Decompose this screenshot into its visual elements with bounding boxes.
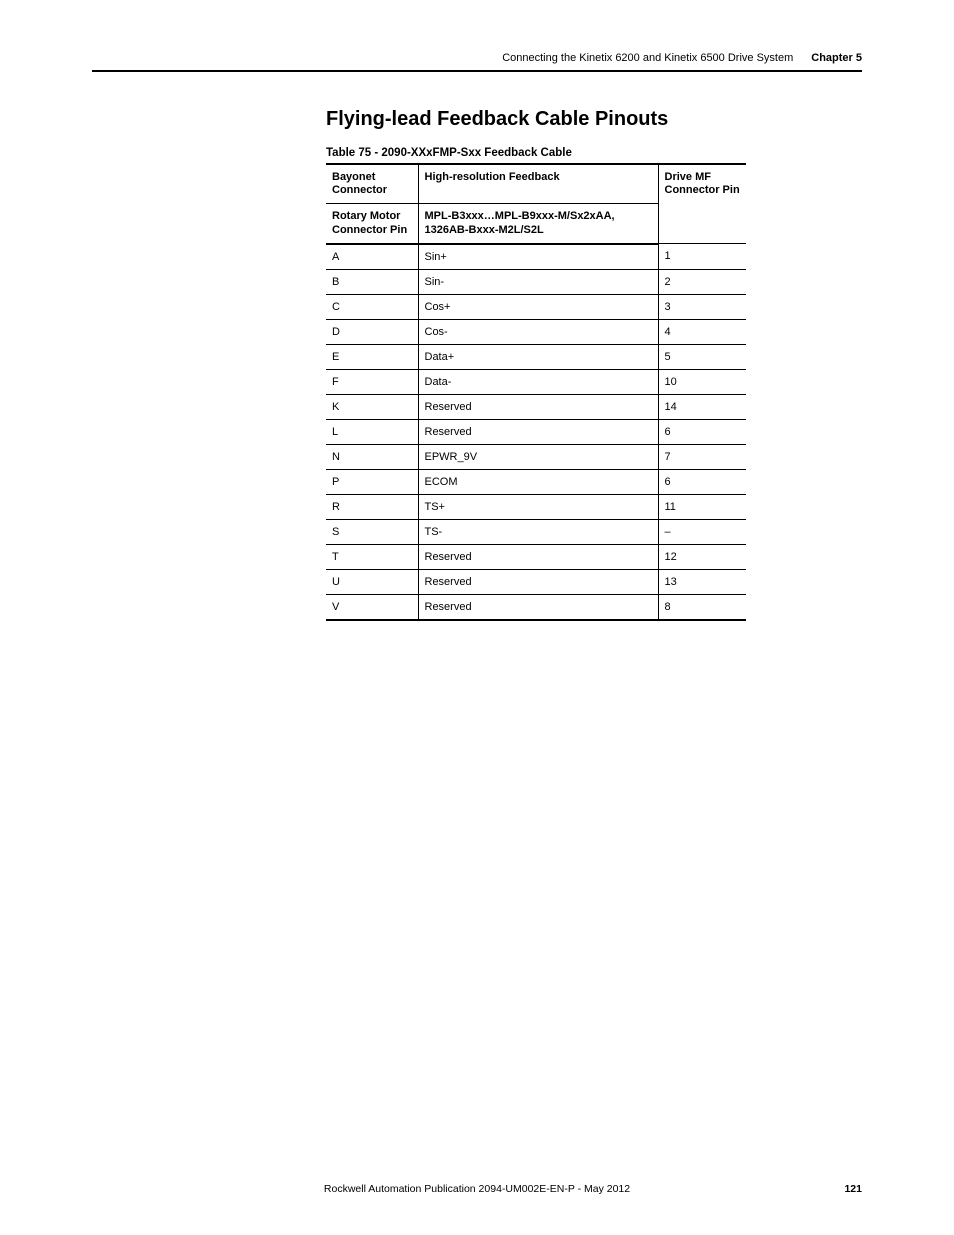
th-mpl-l2: 1326AB-Bxxx-M2L/S2L [425, 224, 544, 236]
cell-pin: 2 [658, 269, 746, 294]
th-drive-mf-l2: Connector Pin [665, 184, 740, 196]
cell-bayonet: F [326, 369, 418, 394]
cell-pin: 6 [658, 469, 746, 494]
table-body: ASin+1 BSin-2 CCos+3 DCos-4 EData+5 FDat… [326, 244, 746, 620]
th-drive-mf: Drive MF Connector Pin [658, 164, 746, 244]
cell-pin: 8 [658, 594, 746, 620]
table-row: UReserved13 [326, 569, 746, 594]
header-title: Connecting the Kinetix 6200 and Kinetix … [502, 52, 793, 64]
table-head: Bayonet Connector High-resolution Feedba… [326, 164, 746, 244]
cell-signal: EPWR_9V [418, 444, 658, 469]
cell-signal: Reserved [418, 594, 658, 620]
cell-signal: TS+ [418, 494, 658, 519]
table-row: TReserved12 [326, 544, 746, 569]
cell-bayonet: B [326, 269, 418, 294]
cell-pin: 6 [658, 419, 746, 444]
pinout-table: Bayonet Connector High-resolution Feedba… [326, 163, 746, 621]
cell-pin: 4 [658, 319, 746, 344]
cell-signal: Reserved [418, 544, 658, 569]
th-drive-mf-l1: Drive MF [665, 171, 711, 183]
cell-signal: Data- [418, 369, 658, 394]
table-row: ASin+1 [326, 244, 746, 270]
cell-signal: Reserved [418, 394, 658, 419]
cell-bayonet: K [326, 394, 418, 419]
cell-signal: Reserved [418, 569, 658, 594]
cell-signal: ECOM [418, 469, 658, 494]
cell-signal: Data+ [418, 344, 658, 369]
page-number: 121 [844, 1183, 862, 1195]
cell-pin: 3 [658, 294, 746, 319]
cell-bayonet: U [326, 569, 418, 594]
page: Connecting the Kinetix 6200 and Kinetix … [0, 0, 954, 1235]
cell-signal: Reserved [418, 419, 658, 444]
cell-bayonet: E [326, 344, 418, 369]
cell-pin: – [658, 519, 746, 544]
cell-bayonet: R [326, 494, 418, 519]
th-rotary-l2: Connector Pin [332, 224, 407, 236]
cell-bayonet: P [326, 469, 418, 494]
th-rotary-l1: Rotary Motor [332, 210, 400, 222]
table-row: STS-– [326, 519, 746, 544]
cell-pin: 14 [658, 394, 746, 419]
th-hr-feedback: High-resolution Feedback [418, 164, 658, 204]
cell-signal: Sin- [418, 269, 658, 294]
cell-bayonet: V [326, 594, 418, 620]
cell-bayonet: S [326, 519, 418, 544]
table-row: PECOM6 [326, 469, 746, 494]
cell-bayonet: L [326, 419, 418, 444]
cell-pin: 10 [658, 369, 746, 394]
cell-signal: TS- [418, 519, 658, 544]
cell-signal: Cos- [418, 319, 658, 344]
header-rule [92, 70, 862, 72]
cell-bayonet: A [326, 244, 418, 270]
th-mpl: MPL-B3xxx…MPL-B9xxx-M/Sx2xAA, 1326AB-Bxx… [418, 204, 658, 244]
content-block: Flying-lead Feedback Cable Pinouts Table… [326, 108, 746, 621]
table-row: BSin-2 [326, 269, 746, 294]
th-bayonet-l1: Bayonet [332, 171, 375, 183]
cell-bayonet: C [326, 294, 418, 319]
th-bayonet-l2: Connector [332, 184, 387, 196]
table-row: CCos+3 [326, 294, 746, 319]
cell-bayonet: T [326, 544, 418, 569]
cell-pin: 7 [658, 444, 746, 469]
table-row: EData+5 [326, 344, 746, 369]
cell-pin: 13 [658, 569, 746, 594]
table-row: NEPWR_9V7 [326, 444, 746, 469]
chapter-label: Chapter 5 [811, 52, 862, 64]
publication-line: Rockwell Automation Publication 2094-UM0… [324, 1183, 630, 1195]
cell-signal: Sin+ [418, 244, 658, 270]
cell-pin: 1 [658, 244, 746, 270]
table-row: LReserved6 [326, 419, 746, 444]
th-mpl-l1: MPL-B3xxx…MPL-B9xxx-M/Sx2xAA, [425, 210, 615, 222]
table-row: FData-10 [326, 369, 746, 394]
cell-bayonet: D [326, 319, 418, 344]
table-row: DCos-4 [326, 319, 746, 344]
cell-signal: Cos+ [418, 294, 658, 319]
cell-pin: 12 [658, 544, 746, 569]
footer: Rockwell Automation Publication 2094-UM0… [92, 1183, 862, 1195]
table-caption: Table 75 - 2090-XXxFMP-Sxx Feedback Cabl… [326, 147, 746, 159]
th-rotary: Rotary Motor Connector Pin [326, 204, 418, 244]
running-header: Connecting the Kinetix 6200 and Kinetix … [92, 52, 862, 64]
cell-bayonet: N [326, 444, 418, 469]
table-row: KReserved14 [326, 394, 746, 419]
table-row: VReserved8 [326, 594, 746, 620]
section-heading: Flying-lead Feedback Cable Pinouts [326, 108, 746, 131]
cell-pin: 5 [658, 344, 746, 369]
th-bayonet: Bayonet Connector [326, 164, 418, 204]
table-row: RTS+11 [326, 494, 746, 519]
cell-pin: 11 [658, 494, 746, 519]
